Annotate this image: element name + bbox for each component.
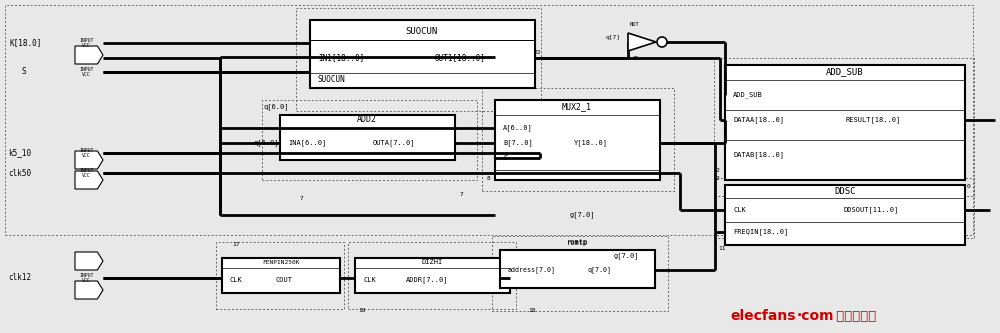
Text: CLK: CLK bbox=[363, 277, 376, 283]
Bar bbox=[725, 185, 965, 245]
Text: ADD_SUB: ADD_SUB bbox=[826, 68, 864, 77]
Text: FREQIN[18..0]: FREQIN[18..0] bbox=[733, 229, 788, 235]
Text: ADD2: ADD2 bbox=[357, 116, 377, 125]
Text: SUOCUN: SUOCUN bbox=[406, 28, 438, 37]
Text: ·com: ·com bbox=[797, 309, 834, 323]
Bar bbox=[492, 236, 668, 311]
Text: romtp: romtp bbox=[566, 240, 588, 246]
Text: g[7.0]: g[7.0] bbox=[570, 212, 596, 218]
Text: NOT: NOT bbox=[630, 23, 640, 28]
Text: q[7.0]: q[7.0] bbox=[588, 267, 612, 273]
Bar bbox=[482, 88, 674, 191]
Text: OUT1[18..0]: OUT1[18..0] bbox=[435, 54, 486, 63]
Text: VCC: VCC bbox=[82, 153, 91, 158]
Bar bbox=[310, 20, 535, 88]
Text: g[7.0]: g[7.0] bbox=[614, 253, 640, 259]
Polygon shape bbox=[75, 46, 103, 64]
Text: q[6.0]: q[6.0] bbox=[263, 104, 288, 110]
Text: 17: 17 bbox=[232, 241, 240, 246]
Text: S: S bbox=[503, 155, 507, 161]
Text: elecfans: elecfans bbox=[730, 309, 796, 323]
Text: K[18.0]: K[18.0] bbox=[10, 39, 42, 48]
Bar bbox=[348, 242, 516, 309]
Text: 7: 7 bbox=[300, 195, 304, 200]
Text: 2: 2 bbox=[715, 167, 719, 172]
Text: 19: 19 bbox=[358, 307, 366, 312]
Bar bbox=[222, 258, 340, 293]
Text: SUOCUN: SUOCUN bbox=[318, 76, 346, 85]
Text: DDSOUT[11..0]: DDSOUT[11..0] bbox=[843, 206, 898, 213]
Text: VCC: VCC bbox=[82, 173, 91, 178]
Text: A[6..0]: A[6..0] bbox=[503, 125, 533, 132]
Polygon shape bbox=[628, 33, 656, 51]
Text: DIZHI: DIZHI bbox=[421, 259, 443, 265]
Text: romtp: romtp bbox=[566, 239, 588, 245]
Text: VCC: VCC bbox=[82, 72, 91, 77]
Text: 7: 7 bbox=[460, 192, 464, 197]
Text: ADD_SUB: ADD_SUB bbox=[733, 92, 763, 98]
Text: VCC: VCC bbox=[82, 278, 91, 283]
Text: RESULT[18..0]: RESULT[18..0] bbox=[845, 117, 900, 123]
Text: q[6.0]: q[6.0] bbox=[253, 140, 278, 147]
Text: S: S bbox=[22, 68, 27, 77]
Bar bbox=[5, 5, 973, 235]
Text: DATAA[18..0]: DATAA[18..0] bbox=[733, 117, 784, 123]
Text: MUX2_1: MUX2_1 bbox=[562, 103, 592, 112]
Text: address[7.0]: address[7.0] bbox=[508, 267, 556, 273]
Bar bbox=[495, 100, 660, 180]
Bar bbox=[262, 100, 477, 180]
Bar bbox=[296, 8, 541, 111]
Circle shape bbox=[657, 37, 667, 47]
Text: FENPIN250K: FENPIN250K bbox=[262, 259, 300, 264]
Text: INPUT: INPUT bbox=[79, 148, 93, 153]
Polygon shape bbox=[75, 151, 103, 169]
Bar bbox=[725, 65, 965, 180]
Bar bbox=[280, 115, 455, 160]
Bar bbox=[355, 258, 510, 293]
Text: 8: 8 bbox=[487, 175, 491, 180]
Text: COUT: COUT bbox=[276, 277, 293, 283]
Text: OUTA[7..0]: OUTA[7..0] bbox=[373, 140, 416, 147]
Text: INA[6..0]: INA[6..0] bbox=[288, 140, 326, 147]
Text: clk50: clk50 bbox=[8, 168, 31, 177]
Text: 电子发烧友: 电子发烧友 bbox=[832, 309, 876, 322]
Text: IN1[18..0]: IN1[18..0] bbox=[318, 54, 364, 63]
Text: q[7]: q[7] bbox=[606, 35, 621, 40]
Text: DATAB[18..0]: DATAB[18..0] bbox=[733, 152, 784, 159]
Text: 2: 2 bbox=[715, 175, 719, 180]
Bar bbox=[714, 58, 974, 196]
Text: Y[18..0]: Y[18..0] bbox=[574, 140, 608, 147]
Text: B[7..0]: B[7..0] bbox=[503, 140, 533, 147]
Polygon shape bbox=[75, 171, 103, 189]
Text: DDSC: DDSC bbox=[834, 186, 856, 195]
Text: k5_10: k5_10 bbox=[8, 149, 31, 158]
Text: 22: 22 bbox=[533, 50, 540, 55]
Text: CLK: CLK bbox=[230, 277, 243, 283]
Polygon shape bbox=[75, 281, 103, 299]
Text: CLK: CLK bbox=[733, 207, 746, 213]
Text: VCC: VCC bbox=[82, 43, 91, 48]
Text: 0: 0 bbox=[967, 183, 971, 188]
Bar bbox=[216, 242, 344, 309]
Bar bbox=[500, 250, 655, 288]
Text: clk12: clk12 bbox=[8, 273, 31, 282]
Text: INPUT: INPUT bbox=[79, 38, 93, 43]
Text: INPUT: INPUT bbox=[79, 67, 93, 72]
Text: INPUT: INPUT bbox=[79, 168, 93, 173]
Text: ADDR[7..0]: ADDR[7..0] bbox=[406, 277, 448, 283]
Text: 18: 18 bbox=[528, 307, 536, 312]
Text: 11: 11 bbox=[718, 245, 726, 250]
Text: 21: 21 bbox=[633, 56, 640, 61]
Polygon shape bbox=[75, 252, 103, 270]
Text: INPUT: INPUT bbox=[79, 273, 93, 278]
Bar bbox=[714, 178, 974, 238]
